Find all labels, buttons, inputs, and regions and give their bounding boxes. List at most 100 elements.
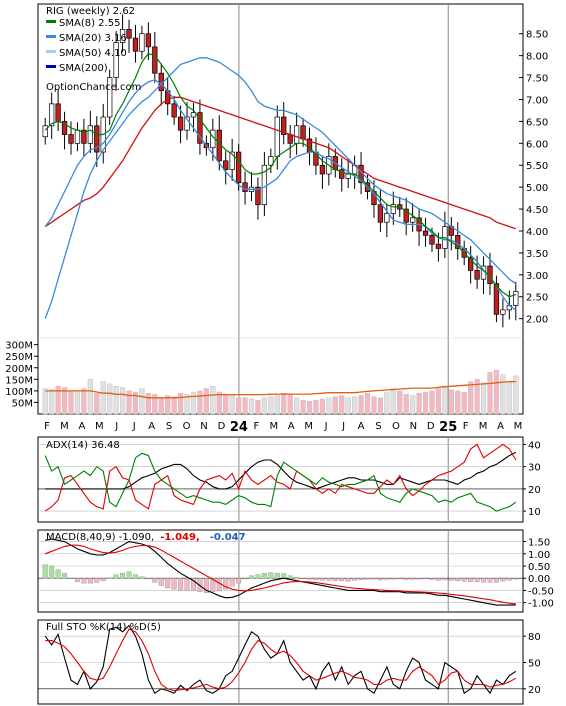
macd-histogram-bar bbox=[493, 578, 499, 583]
volume-bar bbox=[210, 386, 216, 415]
x-tick-label: M bbox=[95, 421, 104, 432]
macd-histogram-bar bbox=[397, 578, 403, 580]
candle-body bbox=[87, 125, 93, 144]
macd-histogram-bar bbox=[468, 578, 474, 582]
macd-histogram-bar bbox=[94, 578, 100, 583]
tick-label: 0.00 bbox=[528, 574, 550, 585]
macd-histogram-bar bbox=[487, 578, 493, 583]
x-tick-label: A bbox=[78, 421, 85, 432]
series-line-signal bbox=[45, 544, 516, 605]
volume-bar bbox=[171, 396, 177, 415]
macd-histogram-bar bbox=[287, 575, 293, 579]
volume-bar bbox=[61, 387, 68, 415]
macd-histogram-bar bbox=[506, 578, 512, 581]
macd-histogram-bar bbox=[307, 578, 312, 580]
macd-histogram-bar bbox=[281, 573, 287, 579]
candle-body bbox=[293, 125, 300, 144]
macd-histogram-bar bbox=[75, 578, 80, 583]
legend-label: SMA(8) 2.55 bbox=[59, 18, 120, 29]
macd-histogram-bar bbox=[81, 578, 87, 584]
legend-swatch bbox=[46, 35, 56, 38]
volume-bar bbox=[306, 401, 313, 415]
tick-label: 30 bbox=[528, 463, 541, 474]
candle-body bbox=[281, 116, 287, 135]
candle-body bbox=[300, 125, 306, 140]
macd-histogram-bar bbox=[390, 578, 396, 580]
macd-histogram-bar bbox=[339, 578, 345, 582]
legend-label: SMA(200) bbox=[59, 63, 108, 74]
series-line--d bbox=[45, 628, 517, 692]
macd-histogram-bar bbox=[513, 578, 519, 580]
sma50-line bbox=[44, 57, 517, 319]
x-tick-label: O bbox=[183, 421, 191, 432]
candle-body bbox=[274, 116, 280, 157]
macd-histogram-bar bbox=[55, 569, 61, 579]
macd-histogram-bar bbox=[126, 571, 132, 579]
x-tick-label: D bbox=[218, 421, 226, 432]
candle-body bbox=[474, 270, 480, 280]
macd-histogram-bar bbox=[242, 578, 248, 580]
x-tick-label: A bbox=[497, 421, 504, 432]
candle-body bbox=[345, 173, 351, 179]
volume-bar bbox=[119, 387, 126, 415]
sto-panel: 80 50 20 Full STO %K(14) %D(5) bbox=[37, 619, 541, 705]
volume-bar bbox=[358, 395, 364, 415]
macd-title: MACD(8,40,9) -1.090, -1.049, -0.047 bbox=[46, 532, 246, 543]
x-tick-label: S bbox=[375, 421, 381, 432]
macd-histogram-bar bbox=[203, 578, 209, 594]
volume-bar bbox=[487, 372, 493, 415]
volume-bar bbox=[236, 397, 242, 415]
candle-body bbox=[513, 291, 519, 306]
macd-histogram-bar bbox=[236, 578, 242, 584]
macd-histogram-bar bbox=[274, 572, 280, 579]
volume-ma-line bbox=[45, 380, 516, 399]
volume-bar bbox=[126, 390, 132, 415]
x-tick-label: F bbox=[44, 421, 50, 432]
x-tick-label: M bbox=[304, 421, 313, 432]
macd-histogram-bar bbox=[210, 578, 216, 592]
candle-body bbox=[197, 112, 203, 144]
macd-histogram-bar bbox=[171, 578, 177, 590]
legend-swatch bbox=[46, 20, 56, 23]
macd-histogram-bar bbox=[294, 577, 300, 579]
price-tick-label: 5.00 bbox=[526, 183, 548, 194]
x-tick-label: F bbox=[463, 421, 469, 432]
adx-panel: 40 30 20 10 ADX(14) 36.48 bbox=[37, 436, 541, 523]
x-tick-label: M bbox=[514, 421, 523, 432]
macd-histogram-bar bbox=[500, 578, 506, 582]
x-tick-label: M bbox=[269, 421, 278, 432]
x-tick-label: J bbox=[114, 421, 118, 432]
volume-tick-label: 200M bbox=[5, 364, 33, 375]
x-tick-label: F bbox=[253, 421, 259, 432]
price-panel-frame bbox=[37, 3, 524, 415]
macd-histogram-bar bbox=[255, 574, 261, 579]
candle-body bbox=[235, 151, 242, 184]
macd-histogram-bar bbox=[332, 578, 338, 581]
macd-histogram-bar bbox=[68, 578, 74, 579]
candle-body bbox=[287, 134, 293, 144]
price-tick-label: 4.00 bbox=[526, 227, 548, 238]
volume-bar bbox=[113, 386, 119, 415]
candle-body bbox=[184, 116, 190, 131]
macd-histogram-bar bbox=[261, 573, 267, 579]
legend-swatch bbox=[46, 50, 56, 53]
macd-histogram-bar bbox=[448, 578, 454, 581]
candle-body bbox=[429, 235, 435, 245]
macd-histogram-bar bbox=[313, 578, 319, 581]
price-tick-label: 4.50 bbox=[526, 205, 548, 216]
volume-bar bbox=[319, 398, 325, 415]
volume-bar bbox=[339, 395, 345, 415]
macd-histogram-bar bbox=[416, 578, 422, 580]
price-tick-label: 6.50 bbox=[526, 117, 548, 128]
volume-bar bbox=[294, 397, 300, 415]
candle-body bbox=[422, 230, 429, 236]
price-tick-label: 3.00 bbox=[526, 271, 548, 282]
volume-bar bbox=[384, 391, 390, 415]
macd-histogram-bar bbox=[139, 576, 145, 579]
macd-histogram-bar bbox=[423, 578, 428, 580]
candle-body bbox=[74, 129, 81, 144]
candle-body bbox=[94, 125, 100, 153]
macd-histogram-bar bbox=[377, 578, 383, 581]
macd-histogram-bar bbox=[403, 578, 409, 580]
